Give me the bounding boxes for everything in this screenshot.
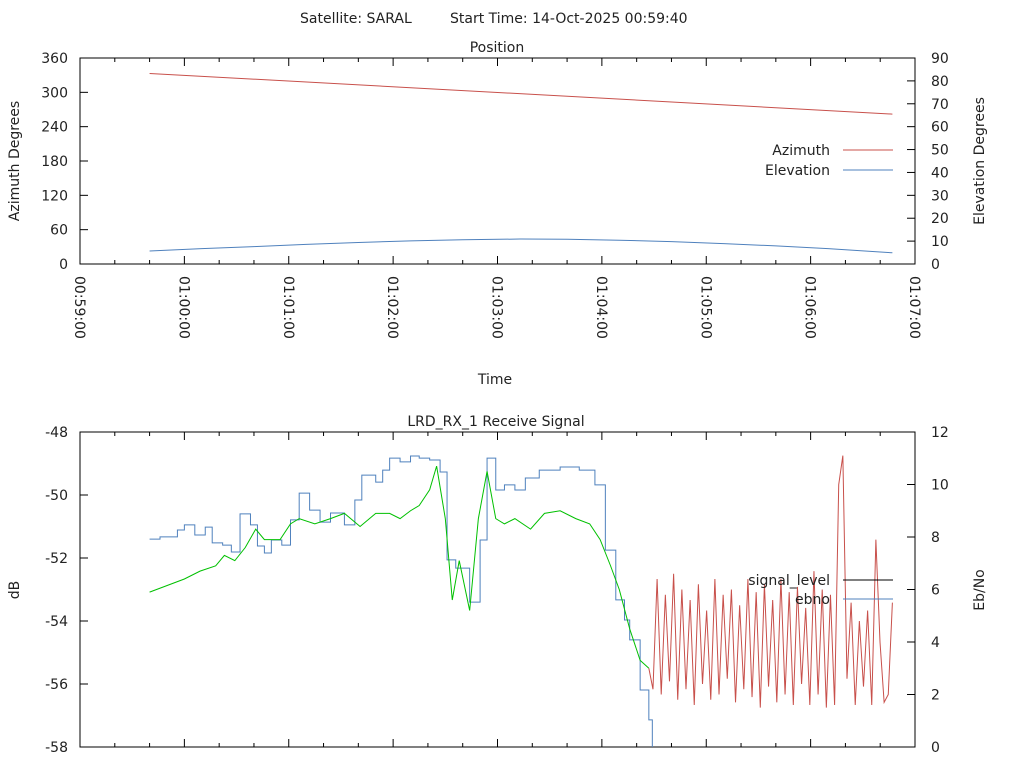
series-ebno-locked- xyxy=(149,465,650,669)
x-tick-label: 01:06:00 xyxy=(802,276,818,339)
y2-tick-label: 12 xyxy=(931,425,949,441)
position-xlabel: Time xyxy=(477,372,512,388)
signal-y2label: Eb/No xyxy=(972,569,988,611)
series-elevation xyxy=(149,238,893,254)
y-tick-label: 120 xyxy=(41,188,68,204)
y2-tick-label: 0 xyxy=(931,740,940,756)
y-tick-label: 60 xyxy=(50,223,68,239)
legend-label: ebno xyxy=(795,592,830,608)
y-tick-label: -48 xyxy=(45,425,68,441)
legend-label: Azimuth xyxy=(772,143,830,159)
x-tick-label: 01:07:00 xyxy=(906,276,922,339)
signal-title: LRD_RX_1 Receive Signal xyxy=(407,414,584,430)
plot-frame xyxy=(79,57,916,265)
legend-label: signal_level xyxy=(748,573,830,589)
y2-tick-label: 4 xyxy=(931,635,940,651)
header-start-time: Start Time: 14-Oct-2025 00:59:40 xyxy=(450,11,688,27)
y2-tick-label: 50 xyxy=(931,143,949,159)
x-tick-label: 01:01:00 xyxy=(280,276,296,339)
x-tick-label: 01:04:00 xyxy=(593,276,609,339)
y2-tick-label: 80 xyxy=(931,74,949,90)
y2-tick-label: 20 xyxy=(931,211,949,227)
y-tick-label: 300 xyxy=(41,85,68,101)
x-tick-label: 01:00:00 xyxy=(175,276,191,339)
y2-tick-label: 2 xyxy=(931,688,940,704)
y2-tick-label: 90 xyxy=(931,51,949,67)
y2-tick-label: 8 xyxy=(931,530,940,546)
y-tick-label: -52 xyxy=(45,551,68,567)
y2-tick-label: 40 xyxy=(931,165,949,181)
y2-tick-label: 0 xyxy=(931,257,940,273)
y2-tick-label: 60 xyxy=(931,120,949,136)
series-signal-level xyxy=(149,455,653,747)
header-satellite: Satellite: SARAL xyxy=(300,11,412,27)
y2-tick-label: 10 xyxy=(931,478,949,494)
y-tick-label: -50 xyxy=(45,488,68,504)
series-ebno-unlocked- xyxy=(648,455,893,708)
y-tick-label: -56 xyxy=(45,677,68,693)
y2-tick-label: 10 xyxy=(931,234,949,250)
y-tick-label: 180 xyxy=(41,154,68,170)
x-tick-label: 01:05:00 xyxy=(697,276,713,339)
x-tick-label: 00:59:00 xyxy=(71,276,87,339)
position-title: Position xyxy=(470,40,525,56)
signal-ylabel: dB xyxy=(7,581,23,600)
y-tick-label: 0 xyxy=(59,257,68,273)
y-tick-label: -58 xyxy=(45,740,68,756)
y2-tick-label: 6 xyxy=(931,583,940,599)
y-tick-label: 240 xyxy=(41,120,68,136)
y-tick-label: 360 xyxy=(41,51,68,67)
series-azimuth xyxy=(149,72,893,115)
legend-label: Elevation xyxy=(765,163,830,179)
plot-frame xyxy=(79,431,916,748)
position-y2label: Elevation Degrees xyxy=(972,97,988,225)
y2-tick-label: 70 xyxy=(931,97,949,113)
x-tick-label: 01:02:00 xyxy=(384,276,400,339)
position-ylabel: Azimuth Degrees xyxy=(7,101,23,221)
x-tick-label: 01:03:00 xyxy=(489,276,505,339)
y-tick-label: -54 xyxy=(45,614,68,630)
y2-tick-label: 30 xyxy=(931,188,949,204)
